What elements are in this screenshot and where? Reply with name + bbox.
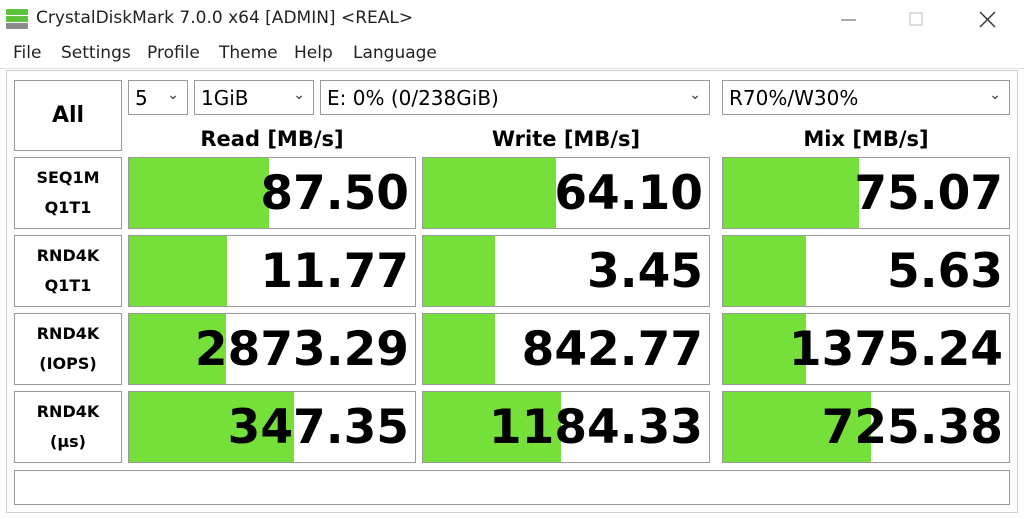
dropdown-value: E: 0% (0/238GiB): [327, 85, 499, 110]
row-label-line: (IOPS): [39, 354, 97, 373]
result-cell: 1375.24: [722, 313, 1010, 385]
maximize-button[interactable]: [909, 12, 923, 26]
menu-item[interactable]: Profile: [147, 43, 200, 63]
result-value: 2873.29: [194, 321, 409, 377]
result-bar: [723, 236, 806, 306]
result-cell: 725.38: [722, 391, 1010, 463]
result-bar: [129, 392, 294, 462]
result-value: 11.77: [260, 243, 409, 299]
result-cell: 2873.29: [128, 313, 416, 385]
result-value: 842.77: [521, 321, 703, 377]
row-label-button[interactable]: RND4K Q1T1: [14, 235, 122, 307]
result-bar: [723, 158, 859, 228]
result-cell: 5.63: [722, 235, 1010, 307]
menu-separator: [0, 68, 1024, 69]
result-cell: 842.77: [422, 313, 710, 385]
window-controls: [841, 11, 996, 28]
row-label-button[interactable]: SEQ1M Q1T1: [14, 157, 122, 229]
row-label-line: SEQ1M: [36, 168, 100, 187]
row-label-button[interactable]: RND4K (μs): [14, 391, 122, 463]
result-value: 3.45: [587, 243, 703, 299]
menu-item[interactable]: Settings: [61, 43, 131, 63]
column-header: Read [MB/s]: [200, 127, 344, 151]
all-button[interactable]: All: [14, 80, 122, 151]
result-value: 87.50: [260, 165, 409, 221]
comment-box[interactable]: [14, 470, 1010, 505]
result-bar: [423, 158, 556, 228]
result-value: 1184.33: [488, 399, 703, 455]
row-label-line: RND4K: [36, 324, 100, 343]
size-dropdown[interactable]: 1GiB ⌄: [194, 80, 314, 115]
result-value: 64.10: [554, 165, 703, 221]
menu-item[interactable]: Help: [294, 43, 333, 63]
result-cell: 3.45: [422, 235, 710, 307]
result-cell: 347.35: [128, 391, 416, 463]
result-cell: 64.10: [422, 157, 710, 229]
menu-item[interactable]: File: [13, 43, 42, 63]
menu-item[interactable]: Theme: [219, 43, 278, 63]
close-button[interactable]: [979, 11, 996, 28]
dropdown-value: R70%/W30%: [729, 85, 859, 110]
row-label-line: Q1T1: [44, 198, 92, 217]
result-bar: [423, 392, 561, 462]
row-label-line: (μs): [50, 432, 86, 451]
drive-dropdown[interactable]: E: 0% (0/238GiB) ⌄: [320, 80, 710, 115]
row-label-line: RND4K: [36, 246, 100, 265]
result-bar: [423, 314, 495, 384]
result-cell: 75.07: [722, 157, 1010, 229]
result-bar: [129, 158, 269, 228]
count-dropdown[interactable]: 5 ⌄: [128, 80, 188, 115]
result-value: 1375.24: [788, 321, 1003, 377]
row-label-button[interactable]: RND4K (IOPS): [14, 313, 122, 385]
result-bar: [129, 314, 226, 384]
result-value: 725.38: [821, 399, 1003, 455]
result-bar: [423, 236, 495, 306]
window-title: CrystalDiskMark 7.0.0 x64 [ADMIN] <REAL>: [36, 8, 414, 28]
result-value: 75.07: [854, 165, 1003, 221]
result-bar: [723, 314, 806, 384]
result-value: 347.35: [227, 399, 409, 455]
app-icon: [6, 9, 28, 29]
result-bar: [129, 236, 227, 306]
result-cell: 11.77: [128, 235, 416, 307]
mix-dropdown[interactable]: R70%/W30% ⌄: [722, 80, 1010, 115]
menu-item[interactable]: Language: [353, 43, 437, 63]
row-label-line: RND4K: [36, 402, 100, 421]
result-bar: [723, 392, 871, 462]
column-header: Mix [MB/s]: [803, 127, 929, 151]
column-header: Write [MB/s]: [491, 127, 641, 151]
row-label-line: Q1T1: [44, 276, 92, 295]
result-cell: 1184.33: [422, 391, 710, 463]
result-cell: 87.50: [128, 157, 416, 229]
dropdown-value: 1GiB: [201, 85, 249, 110]
dropdown-value: 5: [135, 85, 148, 110]
result-value: 5.63: [887, 243, 1003, 299]
